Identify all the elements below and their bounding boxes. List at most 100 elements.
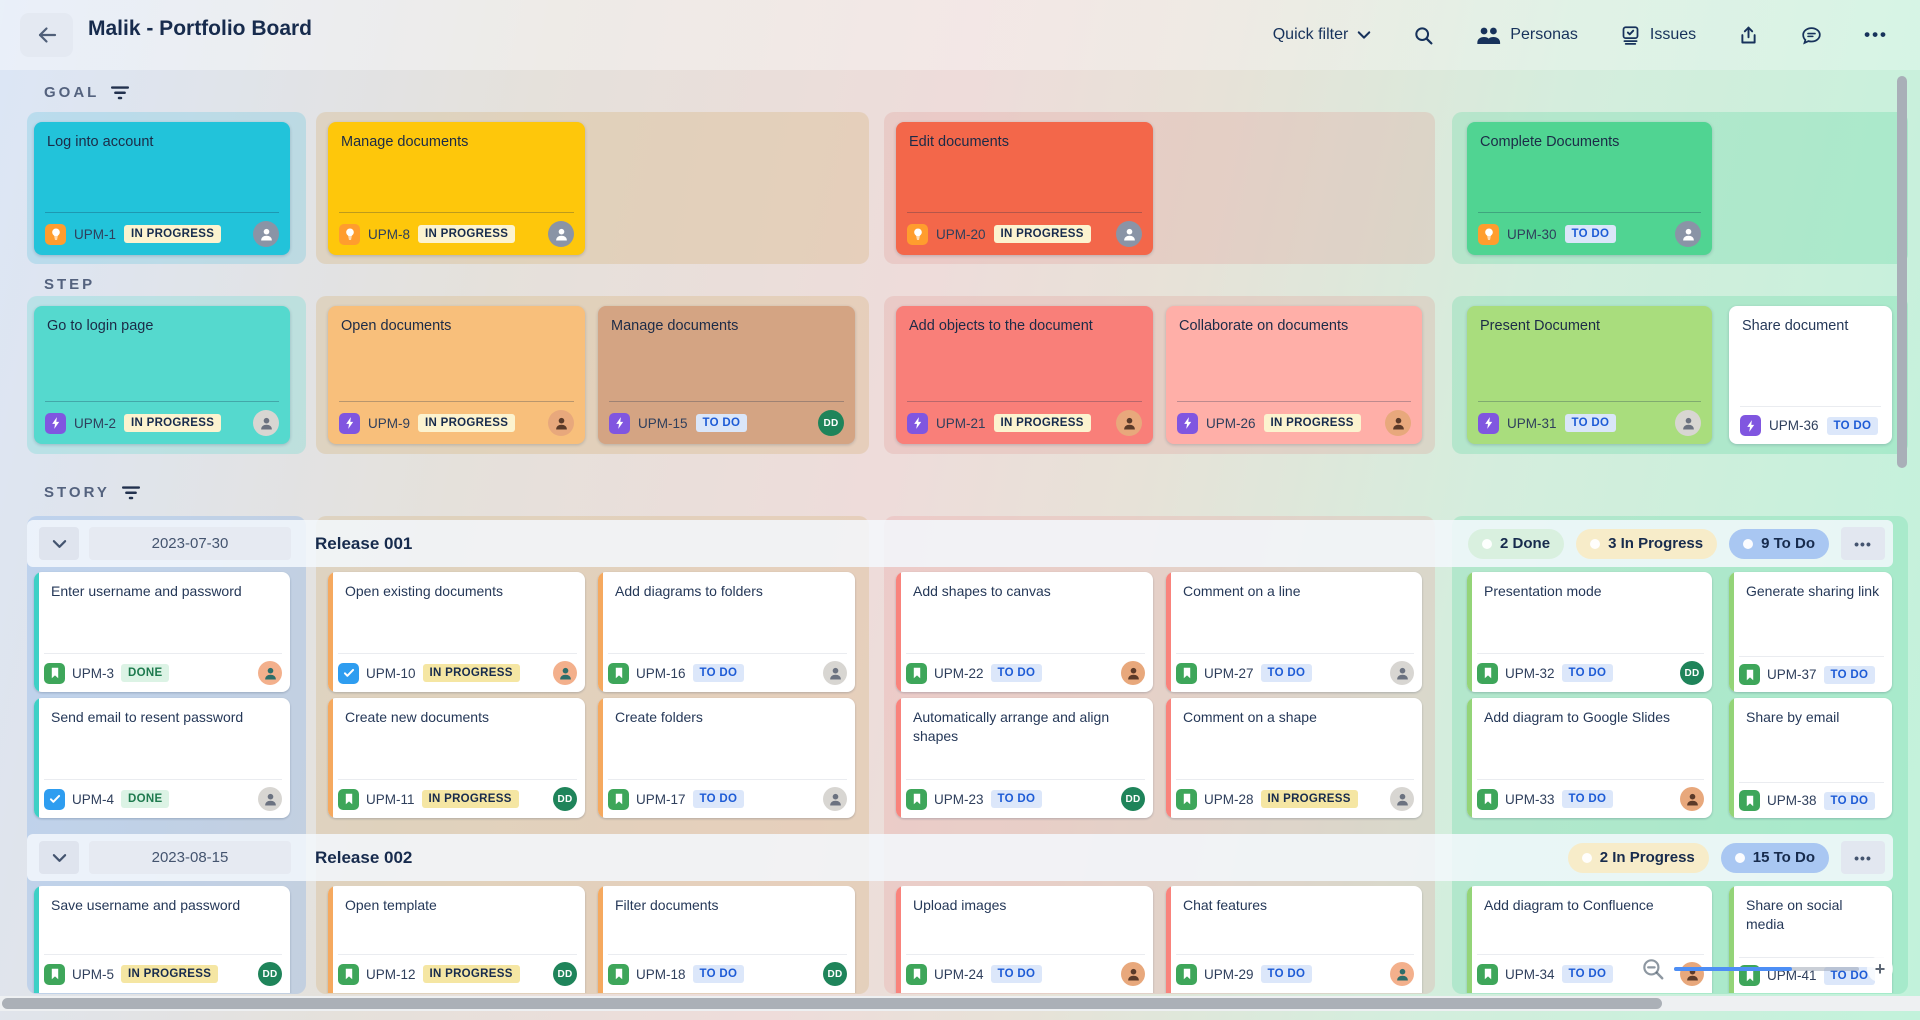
story-card[interactable]: Share on social media UPM-41 TO DO — [1729, 886, 1892, 993]
more-menu-button[interactable]: ••• — [1858, 24, 1894, 46]
step-card[interactable]: Open documents UPM-9 IN PROGRESS — [328, 306, 585, 444]
avatar[interactable] — [1675, 410, 1701, 436]
status-badge: IN PROGRESS — [124, 225, 222, 243]
story-card[interactable]: Share by email UPM-38 TO DO — [1729, 698, 1892, 818]
horizontal-scrollbar[interactable] — [2, 998, 1662, 1009]
avatar[interactable] — [1121, 661, 1145, 685]
story-card[interactable]: Open existing documents UPM-10 IN PROGRE… — [328, 572, 585, 692]
story-card[interactable]: Create folders UPM-17 TO DO — [598, 698, 855, 818]
avatar[interactable]: DD — [1680, 661, 1704, 685]
release-date-chip[interactable]: 2023-08-15 — [89, 841, 291, 874]
goal-card[interactable]: Log into account UPM-1 IN PROGRESS — [34, 122, 290, 255]
story-card[interactable]: Comment on a line UPM-27 TO DO — [1166, 572, 1422, 692]
card-footer: UPM-10 IN PROGRESS — [338, 653, 577, 685]
story-card[interactable]: Add shapes to canvas UPM-22 TO DO — [896, 572, 1153, 692]
avatar[interactable] — [1675, 221, 1701, 247]
story-card[interactable]: Enter username and password UPM-3 DONE — [34, 572, 290, 692]
avatar[interactable] — [253, 221, 279, 247]
avatar[interactable] — [553, 661, 577, 685]
filter-icon[interactable] — [111, 86, 129, 100]
avatar[interactable] — [258, 661, 282, 685]
goal-card[interactable]: Edit documents UPM-20 IN PROGRESS — [896, 122, 1153, 255]
story-card[interactable]: Add diagrams to folders UPM-16 TO DO — [598, 572, 855, 692]
issue-key: UPM-18 — [636, 966, 686, 982]
avatar[interactable] — [548, 221, 574, 247]
avatar[interactable]: DD — [553, 962, 577, 986]
card-footer: UPM-38 TO DO — [1739, 782, 1884, 811]
avatar[interactable] — [823, 661, 847, 685]
avatar[interactable]: DD — [258, 962, 282, 986]
step-card[interactable]: Collaborate on documents UPM-26 IN PROGR… — [1166, 306, 1422, 444]
zoom-in-icon[interactable]: + — [1867, 956, 1893, 982]
release-date-chip[interactable]: 2023-07-30 — [89, 527, 291, 560]
card-color-stripe — [598, 886, 603, 993]
status-badge: TO DO — [1823, 791, 1876, 810]
zoom-slider[interactable] — [1674, 967, 1859, 971]
avatar[interactable] — [1121, 962, 1145, 986]
release-more-button[interactable]: ••• — [1841, 841, 1885, 874]
avatar[interactable] — [548, 410, 574, 436]
search-button[interactable] — [1407, 24, 1440, 47]
goal-card[interactable]: Complete Documents UPM-30 TO DO — [1467, 122, 1712, 255]
story-card[interactable]: Comment on a shape UPM-28 IN PROGRESS — [1166, 698, 1422, 818]
story-card[interactable]: Add diagram to Google Slides UPM-33 TO D… — [1467, 698, 1712, 818]
avatar[interactable] — [1390, 661, 1414, 685]
step-card[interactable]: Present Document UPM-31 TO DO — [1467, 306, 1712, 444]
avatar[interactable] — [258, 787, 282, 811]
quick-filter-button[interactable]: Quick filter — [1267, 25, 1378, 45]
card-footer: UPM-11 IN PROGRESS DD — [338, 779, 577, 811]
story-card[interactable]: Open template UPM-12 IN PROGRESS DD — [328, 886, 585, 993]
person-icon — [263, 666, 278, 681]
avatar[interactable] — [1390, 787, 1414, 811]
step-card[interactable]: Go to login page UPM-2 IN PROGRESS — [34, 306, 290, 444]
card-title: Open existing documents — [345, 583, 503, 599]
story-card[interactable]: Create new documents UPM-11 IN PROGRESS … — [328, 698, 585, 818]
issues-button[interactable]: Issues — [1614, 24, 1702, 47]
issue-key: UPM-29 — [1204, 966, 1254, 982]
zoom-out-icon[interactable] — [1640, 956, 1666, 982]
avatar[interactable]: DD — [553, 787, 577, 811]
story-card[interactable]: Send email to resent password UPM-4 DONE — [34, 698, 290, 818]
card-title: Save username and password — [51, 897, 241, 913]
personas-button[interactable]: Personas — [1470, 24, 1584, 47]
card-footer: UPM-16 TO DO — [608, 653, 847, 685]
release-more-button[interactable]: ••• — [1841, 527, 1885, 560]
more-icon: ••• — [1864, 25, 1888, 44]
comments-button[interactable] — [1795, 24, 1828, 47]
person-icon — [1122, 227, 1137, 242]
avatar[interactable] — [253, 410, 279, 436]
story-card[interactable]: Chat features UPM-29 TO DO — [1166, 886, 1422, 993]
avatar[interactable] — [1385, 410, 1411, 436]
story-card[interactable]: Generate sharing link UPM-37 TO DO — [1729, 572, 1892, 692]
step-card[interactable]: Share document UPM-36 TO DO — [1729, 306, 1892, 444]
avatar[interactable]: DD — [823, 962, 847, 986]
card-color-stripe — [1467, 572, 1472, 692]
collapse-chevron-button[interactable] — [39, 527, 79, 560]
story-card[interactable]: Add diagram to Confluence UPM-34 TO DO — [1467, 886, 1712, 993]
story-card[interactable]: Presentation mode UPM-32 TO DO DD — [1467, 572, 1712, 692]
filter-icon[interactable] — [122, 486, 140, 500]
share-icon — [1738, 25, 1759, 46]
card-title: Add diagram to Google Slides — [1484, 709, 1670, 725]
collapse-chevron-button[interactable] — [39, 841, 79, 874]
avatar[interactable] — [1390, 962, 1414, 986]
goal-card[interactable]: Manage documents UPM-8 IN PROGRESS — [328, 122, 585, 255]
avatar[interactable]: DD — [1121, 787, 1145, 811]
zoom-slider-fill — [1674, 967, 1792, 971]
avatar[interactable] — [1116, 410, 1142, 436]
vertical-scrollbar[interactable] — [1897, 76, 1907, 468]
share-button[interactable] — [1732, 24, 1765, 47]
step-card[interactable]: Manage documents UPM-15 TO DO DD — [598, 306, 855, 444]
avatar[interactable] — [1680, 962, 1704, 986]
step-card[interactable]: Add objects to the document UPM-21 IN PR… — [896, 306, 1153, 444]
story-card[interactable]: Save username and password UPM-5 IN PROG… — [34, 886, 290, 993]
back-button[interactable] — [20, 13, 73, 57]
avatar[interactable] — [823, 787, 847, 811]
avatar[interactable] — [1680, 787, 1704, 811]
avatar[interactable] — [1116, 221, 1142, 247]
story-card[interactable]: Automatically arrange and align shapes U… — [896, 698, 1153, 818]
story-card[interactable]: Filter documents UPM-18 TO DO DD — [598, 886, 855, 993]
avatar[interactable]: DD — [818, 410, 844, 436]
story-card[interactable]: Upload images UPM-24 TO DO — [896, 886, 1153, 993]
